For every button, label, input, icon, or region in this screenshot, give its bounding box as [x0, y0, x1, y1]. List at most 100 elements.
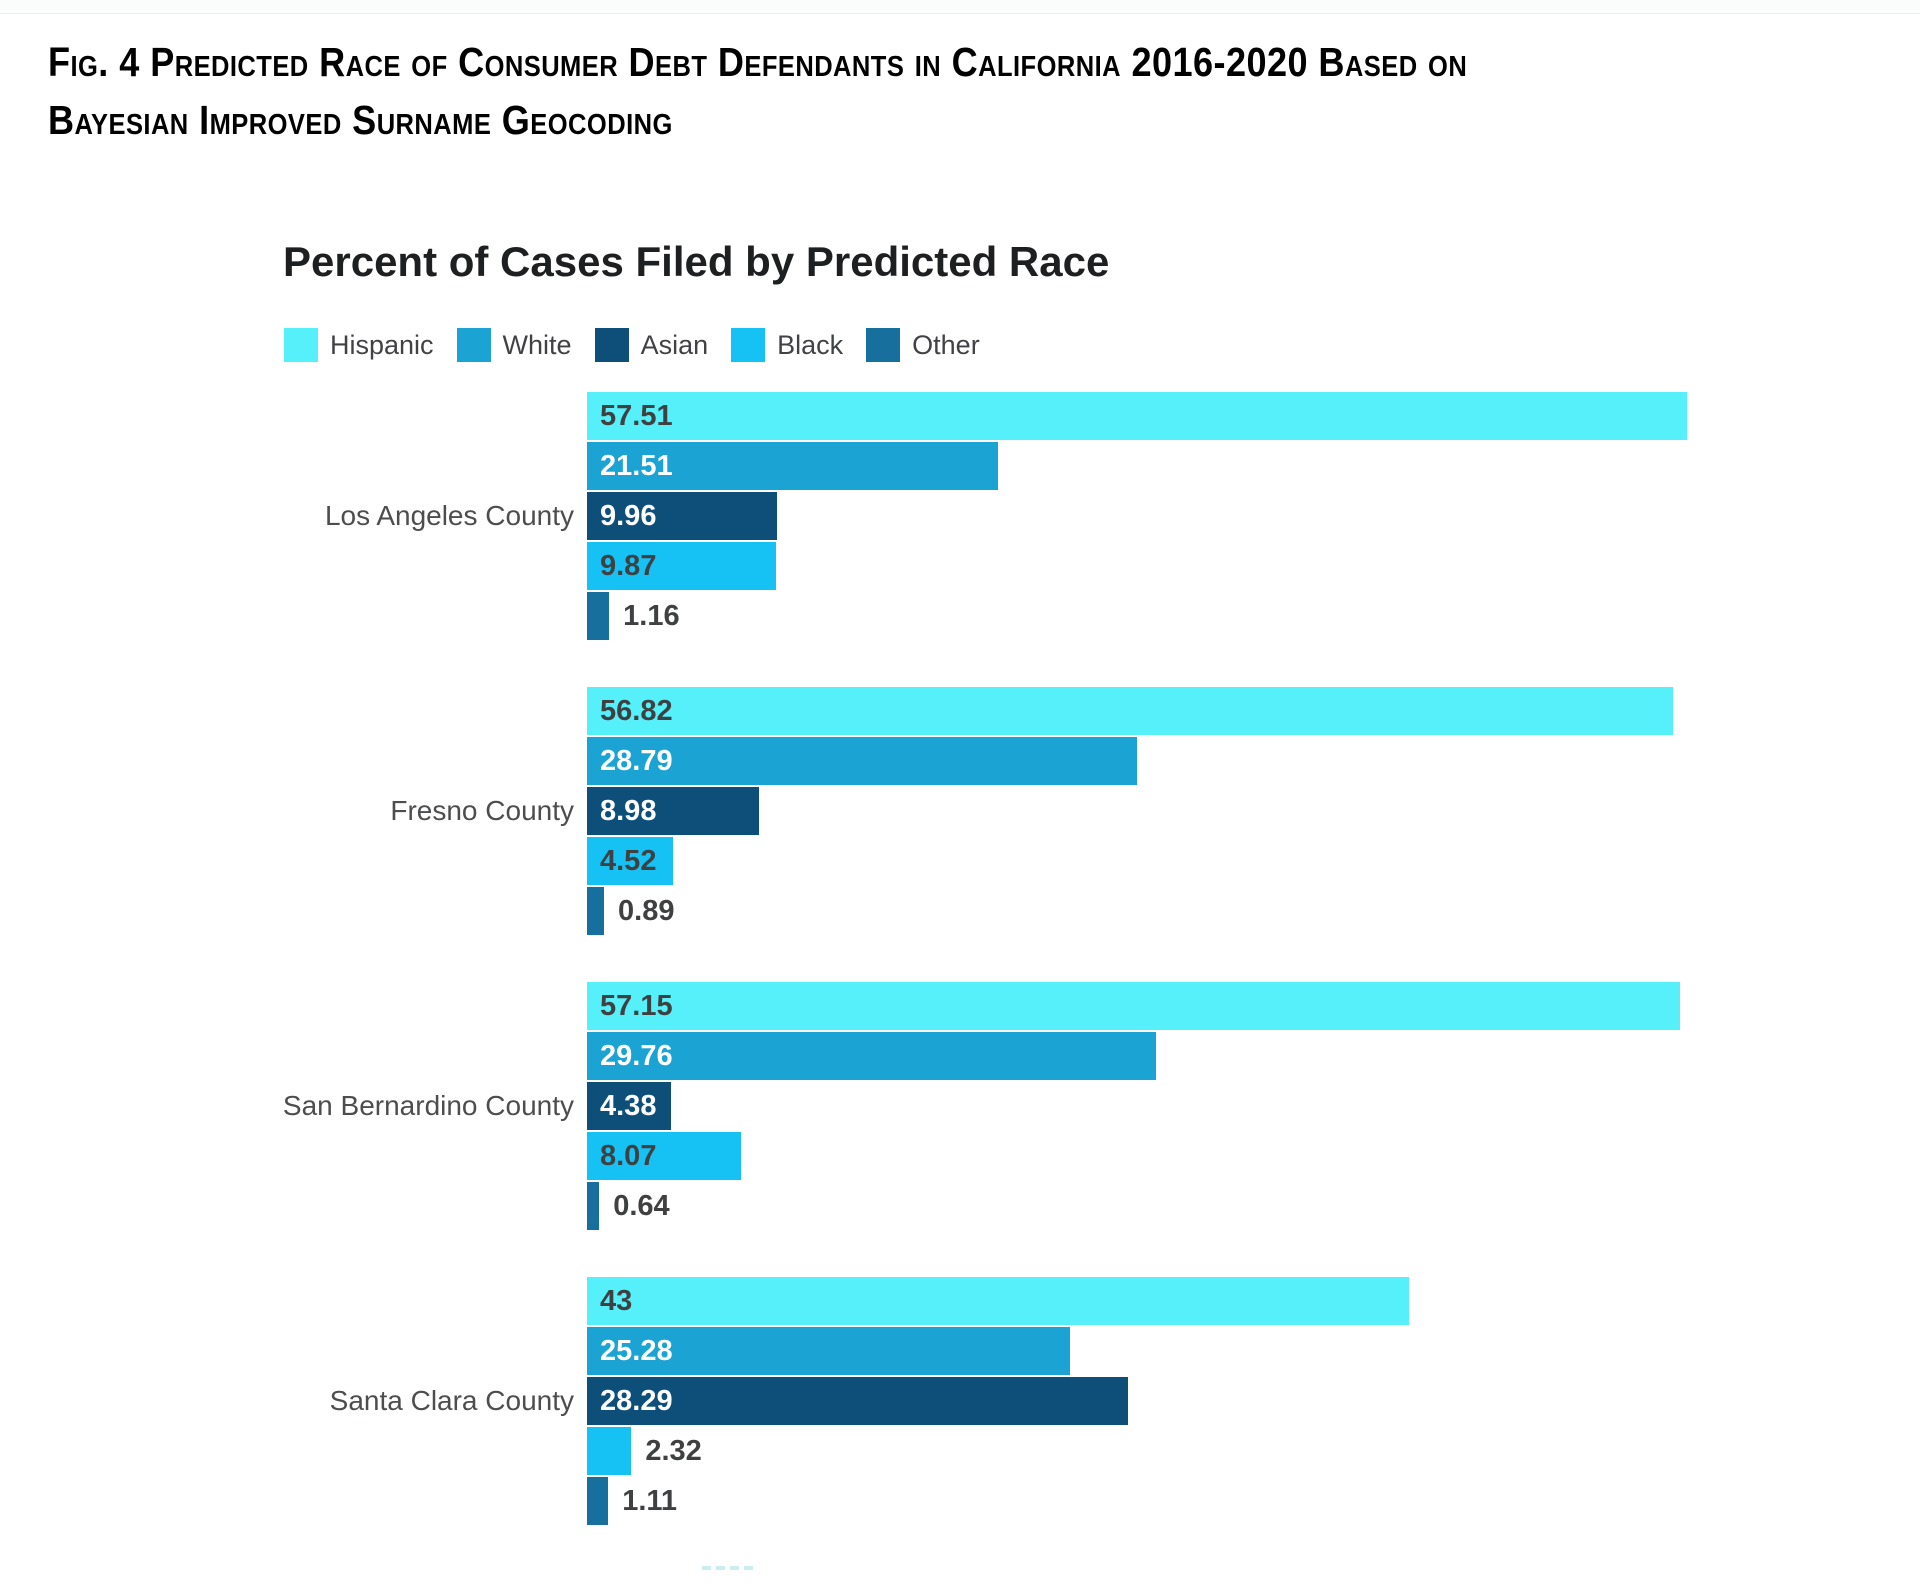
bar-white: 21.51 — [587, 442, 999, 490]
legend: Hispanic White Asian Black Other — [284, 328, 980, 362]
figure-caption-line-1: Fig. 4 Predicted Race of Consumer Debt D… — [48, 39, 1468, 85]
bar-stack: 57.15 29.76 4.38 8.07 0.64 — [587, 982, 1920, 1230]
bar-row: 4.52 — [587, 837, 1920, 885]
bar-row: 57.51 — [587, 392, 1920, 440]
legend-swatch-hispanic — [284, 328, 318, 362]
bar-row: 1.11 — [587, 1477, 1920, 1525]
category-label: San Bernardino County — [282, 1090, 574, 1121]
legend-item-asian: Asian — [594, 328, 709, 362]
bar-asian: 4.38 — [587, 1082, 671, 1130]
bar-value-label: 57.51 — [600, 399, 673, 432]
bar-value-label: 0.89 — [618, 894, 675, 927]
watermark-dash — [744, 1566, 753, 1570]
bar-row: 57.15 — [587, 982, 1920, 1030]
bar-group: Fresno County 56.82 28.79 8.98 4.52 0.89 — [0, 687, 1920, 935]
bar-row: 1.16 — [587, 592, 1920, 640]
bar-hispanic: 56.82 — [587, 687, 1674, 735]
bar-value-label: 57.15 — [600, 989, 673, 1022]
bar-other — [587, 592, 610, 640]
figure-caption: Fig. 4 Predicted Race of Consumer Debt D… — [48, 33, 1661, 149]
legend-item-white: White — [456, 328, 572, 362]
bar-other — [587, 1182, 600, 1230]
bar-row: 0.64 — [587, 1182, 1920, 1230]
bar-other — [587, 1477, 609, 1525]
bar-group: Los Angeles County 57.51 21.51 9.96 9.87 1.16 — [0, 392, 1920, 640]
legend-item-other: Other — [866, 328, 980, 362]
bar-value-label: 25.28 — [600, 1334, 673, 1367]
bar-row: 9.96 — [587, 492, 1920, 540]
legend-swatch-asian — [594, 328, 629, 362]
bar-row: 25.28 — [587, 1327, 1920, 1375]
bar-value-label: 2.32 — [645, 1434, 702, 1467]
bar-hispanic: 43 — [587, 1277, 1410, 1325]
bar-row: 4.38 — [587, 1082, 1920, 1130]
legend-item-black: Black — [731, 328, 843, 362]
chart-title: Percent of Cases Filed by Predicted Race — [283, 238, 1110, 285]
bar-value-label: 0.64 — [613, 1189, 670, 1222]
bar-value-label: 28.29 — [600, 1384, 673, 1417]
bar-hispanic: 57.15 — [587, 982, 1680, 1030]
bar-black: 8.07 — [587, 1132, 742, 1180]
category-label: Santa Clara County — [329, 1385, 574, 1416]
bar-row: 28.29 — [587, 1377, 1920, 1425]
bar-row: 29.76 — [587, 1032, 1920, 1080]
bar-black: 9.87 — [587, 542, 776, 590]
category-label: Los Angeles County — [324, 500, 574, 531]
bar-value-label: 56.82 — [600, 694, 673, 727]
bar-white: 25.28 — [587, 1327, 1071, 1375]
bar-stack: 57.51 21.51 9.96 9.87 1.16 — [587, 392, 1920, 640]
bar-row: 8.07 — [587, 1132, 1920, 1180]
bar-value-label: 4.52 — [600, 844, 657, 877]
bar-value-label: 43 — [600, 1284, 633, 1317]
bar-value-label: 9.96 — [600, 499, 657, 532]
bar-value-label: 1.16 — [623, 599, 680, 632]
bar-white: 29.76 — [587, 1032, 1156, 1080]
watermark-remnant — [702, 1566, 753, 1570]
bar-row: 9.87 — [587, 542, 1920, 590]
legend-label: Black — [777, 329, 844, 360]
bar-group: Santa Clara County 43 25.28 28.29 2.32 1.11 — [0, 1277, 1920, 1525]
bar-value-label: 4.38 — [600, 1089, 657, 1122]
bar-value-label: 9.87 — [600, 549, 657, 582]
legend-label: White — [502, 329, 572, 360]
top-divider — [0, 0, 1920, 14]
bar-row: 28.79 — [587, 737, 1920, 785]
bar-row: 2.32 — [587, 1427, 1920, 1475]
legend-swatch-white — [456, 328, 491, 362]
bar-other — [587, 887, 605, 935]
bar-stack: 43 25.28 28.29 2.32 1.11 — [587, 1277, 1920, 1525]
bar-stack: 56.82 28.79 8.98 4.52 0.89 — [587, 687, 1920, 935]
bar-value-label: 21.51 — [600, 449, 673, 482]
bar-black: 4.52 — [587, 837, 674, 885]
bar-value-label: 28.79 — [600, 744, 673, 777]
bar-value-label: 29.76 — [600, 1039, 673, 1072]
bar-asian: 28.29 — [587, 1377, 1128, 1425]
bar-asian: 8.98 — [587, 787, 759, 835]
legend-swatch-black — [731, 328, 766, 362]
bar-row: 56.82 — [587, 687, 1920, 735]
bar-row: 0.89 — [587, 887, 1920, 935]
watermark-dash — [716, 1566, 725, 1570]
watermark-dash — [730, 1566, 739, 1570]
legend-label: Hispanic — [330, 329, 434, 360]
bar-row: 21.51 — [587, 442, 1920, 490]
bar-group: San Bernardino County 57.15 29.76 4.38 8.07 0… — [0, 982, 1920, 1230]
watermark-dash — [702, 1566, 711, 1570]
legend-swatch-other — [866, 328, 901, 362]
bar-hispanic: 57.51 — [587, 392, 1687, 440]
figure-caption-line-2: Bayesian Improved Surname Geocoding — [48, 97, 673, 143]
legend-item-hispanic: Hispanic — [284, 328, 434, 362]
category-label: Fresno County — [390, 795, 574, 826]
bar-asian: 9.96 — [587, 492, 778, 540]
bar-value-label: 8.98 — [600, 794, 657, 827]
bar-value-label: 8.07 — [600, 1139, 657, 1172]
bar-row: 8.98 — [587, 787, 1920, 835]
legend-label: Other — [912, 329, 980, 360]
bar-white: 28.79 — [587, 737, 1138, 785]
legend-label: Asian — [640, 329, 709, 360]
bar-row: 43 — [587, 1277, 1920, 1325]
bar-value-label: 1.11 — [622, 1484, 678, 1517]
bar-chart: Los Angeles County 57.51 21.51 9.96 9.87 1.16… — [0, 392, 1920, 1525]
bar-black — [587, 1427, 632, 1475]
